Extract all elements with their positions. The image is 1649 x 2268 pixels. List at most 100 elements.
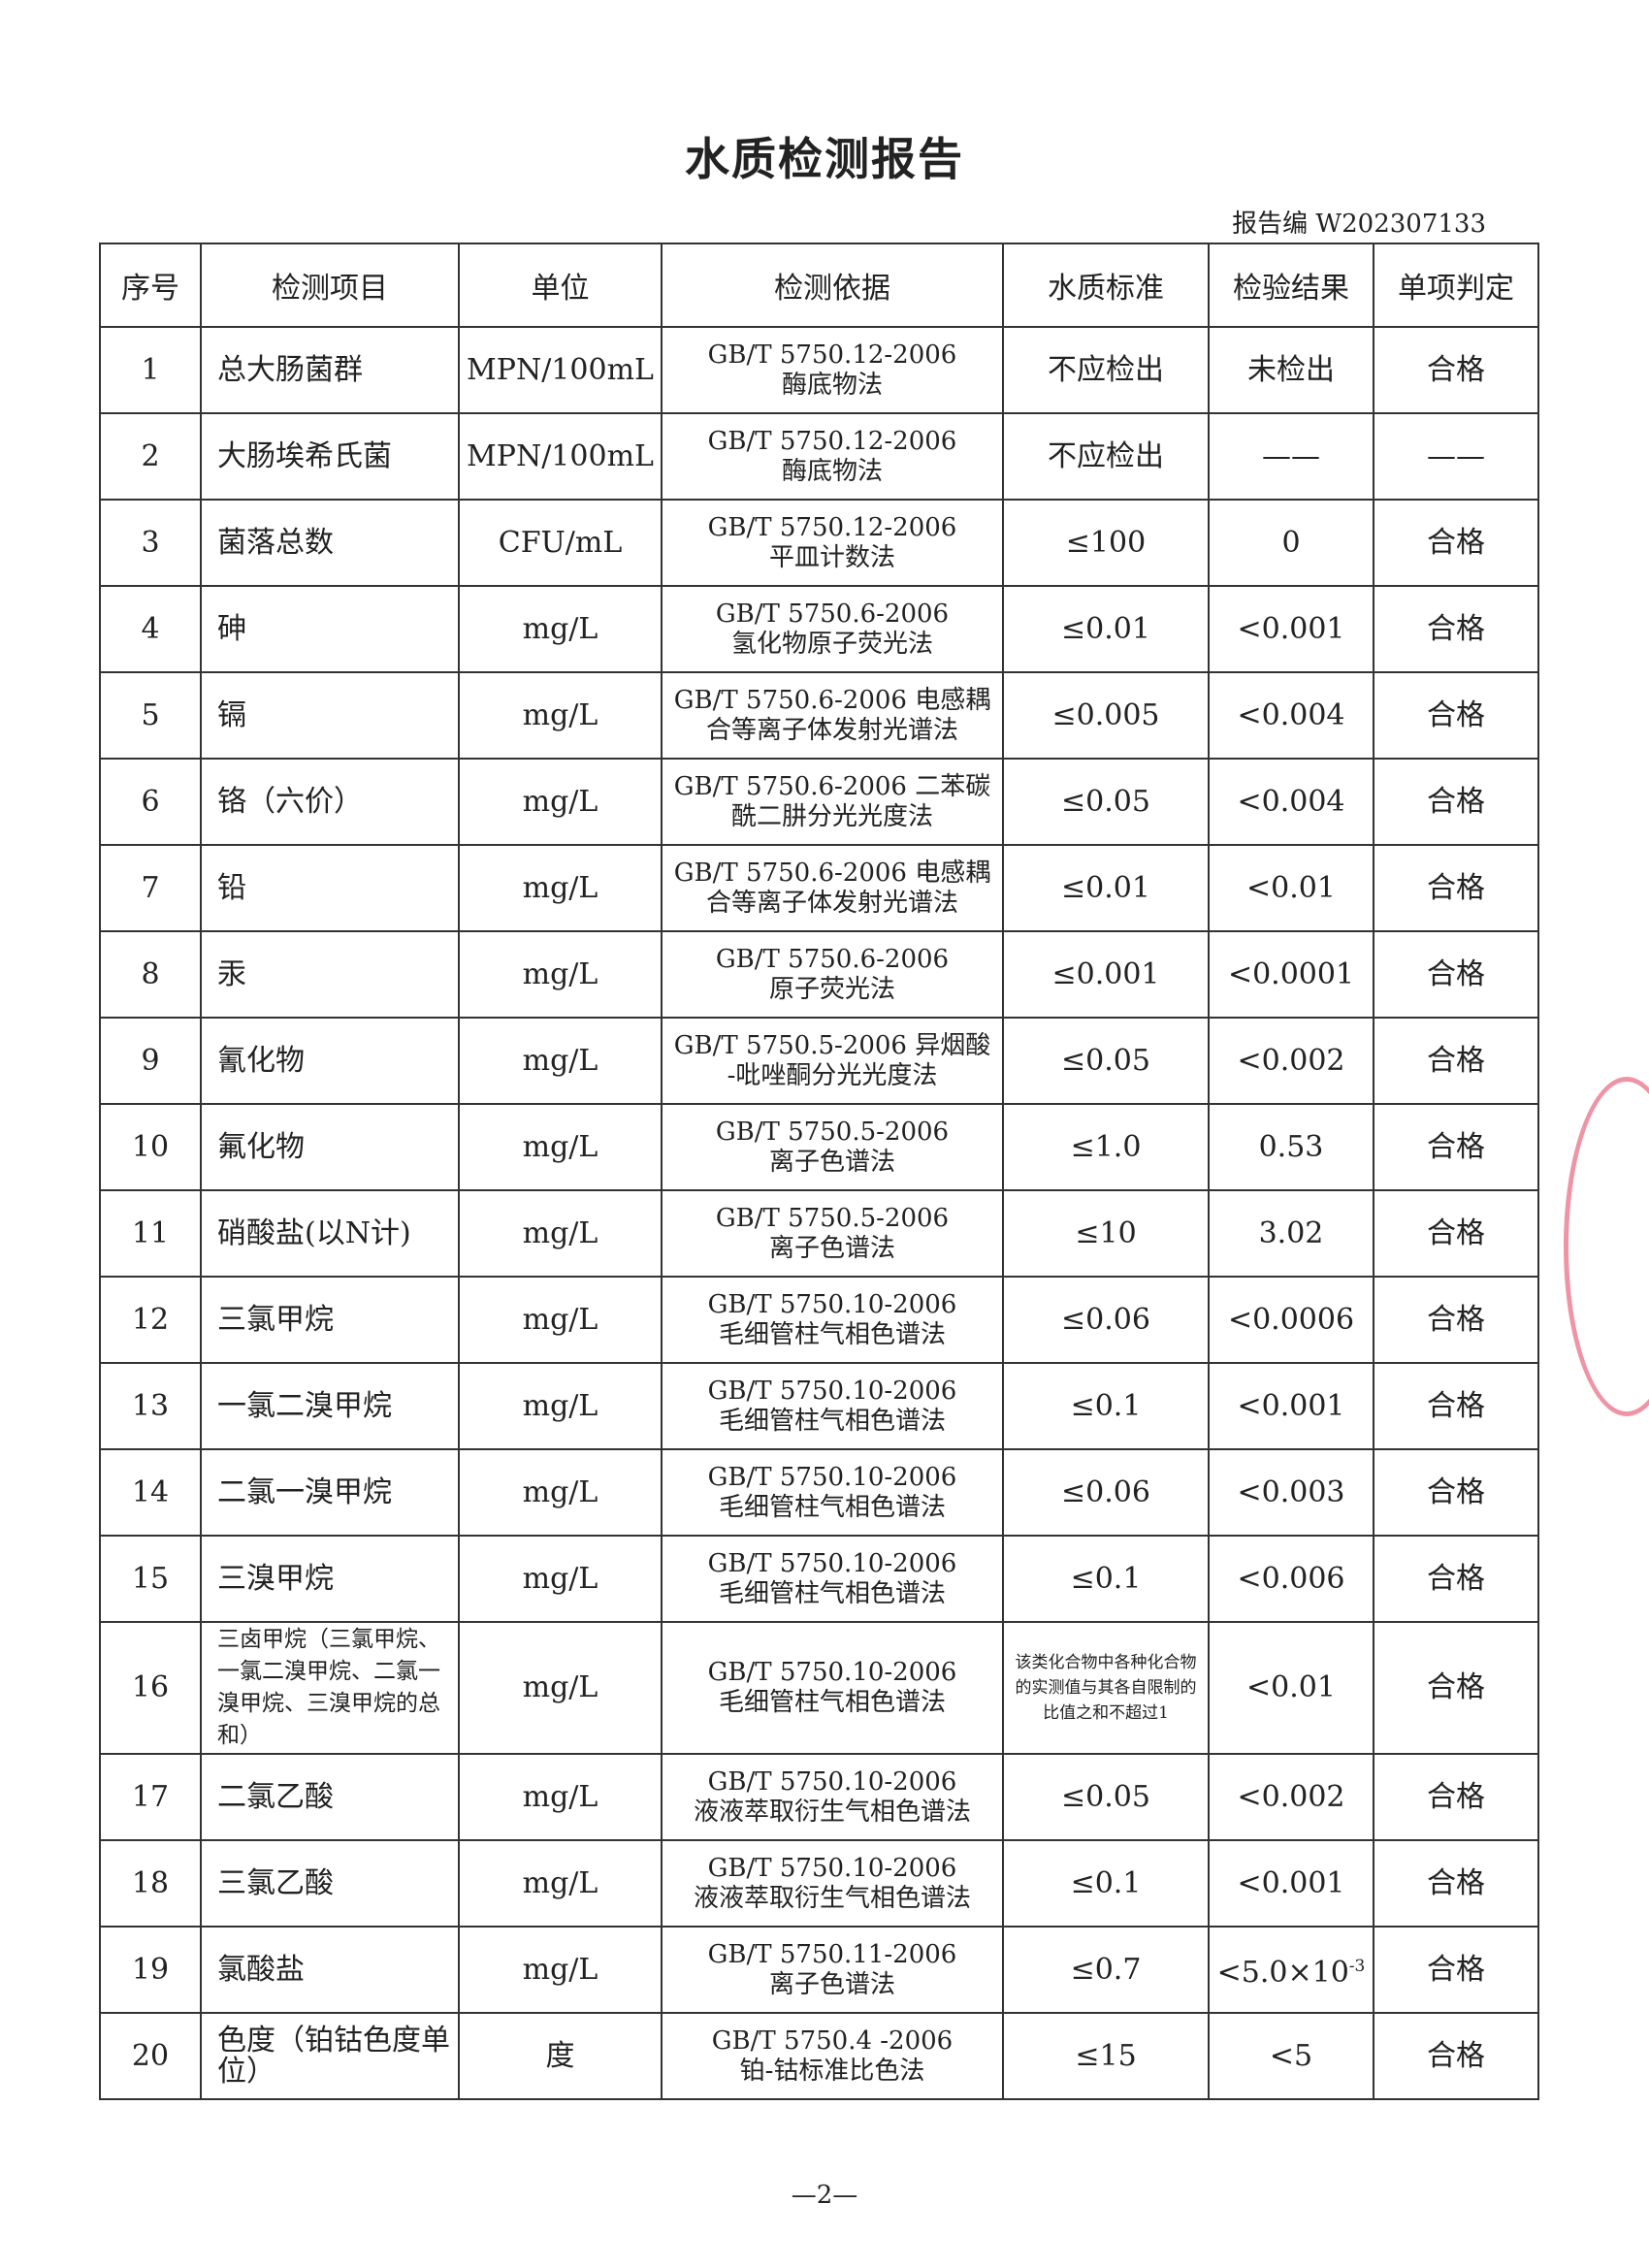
result-value: <0.0001 [1227,956,1355,991]
table-row: 16 三卤甲烷（三氯甲烷、一氯二溴甲烷、二氯一溴甲烷、三溴甲烷的总和） mg/L GB… [99,1621,1539,1755]
basis-standard: GB/T 5750.6-2006 电感耦 [673,858,991,888]
cell-item: 汞 [200,930,460,1019]
cell-item: 镉 [200,671,460,760]
cell-no: 2 [99,412,202,501]
result-value: <0.004 [1237,784,1345,819]
cell-basis: GB/T 5750.6-2006 原子荧光法 [661,930,1004,1019]
basis-method: 原子荧光法 [768,974,895,1004]
cell-result: <0.006 [1208,1535,1374,1623]
table-row: 3 菌落总数 CFU/mL GB/T 5750.12-2006 平皿计数法 ≤100 0 合格 [99,499,1539,587]
result-value: <0.01 [1246,1670,1336,1704]
table-row: 14 二氯一溴甲烷 mg/L GB/T 5750.10-2006 毛细管柱气相色谱法 ≤0… [99,1448,1539,1537]
cell-basis: GB/T 5750.10-2006 毛细管柱气相色谱法 [661,1535,1004,1623]
cell-result: <0.0001 [1208,930,1374,1019]
cell-basis: GB/T 5750.5-2006 离子色谱法 [661,1103,1004,1191]
basis-method: 液液萃取衍生气相色谱法 [693,1797,971,1827]
cell-no: 1 [99,326,202,414]
cell-basis: GB/T 5750.12-2006 平皿计数法 [661,499,1004,587]
cell-item: 氟化物 [200,1103,460,1191]
basis-method: 离子色谱法 [768,1969,895,1999]
table-row: 10 氟化物 mg/L GB/T 5750.5-2006 离子色谱法 ≤1.0 0.53 合格 [99,1103,1539,1191]
cell-judgement: 合格 [1373,326,1539,414]
table-row: 20 色度（铂钴色度单位）度 GB/T 5750.4 -2006 铂-钴标准比色法 ≤1… [99,2012,1539,2100]
cell-unit: mg/L [458,844,663,932]
cell-unit: CFU/mL [458,499,663,587]
basis-standard: GB/T 5750.5-2006 异烟酸 [673,1030,991,1060]
cell-basis: GB/T 5750.6-2006 氢化物原子荧光法 [661,585,1004,673]
header-standard: 水质标准 [1002,243,1210,328]
table-row: 8 汞 mg/L GB/T 5750.6-2006 原子荧光法 ≤0.001 <0.0001… [99,930,1539,1019]
basis-standard: GB/T 5750.4 -2006 [711,2025,954,2056]
cell-item: 大肠埃希氏菌 [200,412,460,501]
table-row: 9 氰化物 mg/L GB/T 5750.5-2006 异烟酸 -吡唑酮分光光度法 ≤0.… [99,1017,1539,1105]
basis-standard: GB/T 5750.6-2006 电感耦 [673,685,991,715]
cell-judgement: 合格 [1373,2012,1539,2100]
result-value: 0 [1281,525,1301,560]
cell-unit: mg/L [458,1189,663,1278]
cell-unit: mg/L [458,1926,663,2014]
results-table: 序号 检测项目 单位 检测依据 水质标准 检验结果 单项判定 1 总大肠菌群 MPN… [99,243,1539,2100]
cell-standard: ≤0.1 [1002,1535,1210,1623]
cell-result: 0.53 [1208,1103,1374,1191]
table-row: 15 三溴甲烷 mg/L GB/T 5750.10-2006 毛细管柱气相色谱法 ≤0.1… [99,1535,1539,1623]
cell-judgement: 合格 [1373,1535,1539,1623]
cell-result: <5.0×10-3 [1208,1926,1374,2014]
cell-result: <0.004 [1208,671,1374,760]
cell-judgement: 合格 [1373,1448,1539,1537]
cell-basis: GB/T 5750.6-2006 电感耦 合等离子体发射光谱法 [661,844,1004,932]
cell-unit: mg/L [458,1839,663,1928]
cell-no: 3 [99,499,202,587]
cell-item: 三卤甲烷（三氯甲烷、一氯二溴甲烷、二氯一溴甲烷、三溴甲烷的总和） [200,1621,460,1755]
basis-method: 毛细管柱气相色谱法 [718,1319,946,1349]
cell-standard: ≤0.06 [1002,1276,1210,1364]
result-value: <5.0×10 [1216,1956,1349,1990]
cell-standard: ≤0.01 [1002,585,1210,673]
cell-basis: GB/T 5750.4 -2006 铂-钴标准比色法 [661,2012,1004,2100]
cell-no: 12 [99,1276,202,1364]
basis-standard: GB/T 5750.10-2006 [707,1766,957,1797]
cell-item: 铅 [200,844,460,932]
table-row: 19 氯酸盐 mg/L GB/T 5750.11-2006 离子色谱法 ≤0.7 <5.0×… [99,1926,1539,2014]
cell-judgement: 合格 [1373,1926,1539,2014]
cell-unit: mg/L [458,1362,663,1450]
cell-standard: ≤0.005 [1002,671,1210,760]
cell-item: 三氯甲烷 [200,1276,460,1364]
cell-basis: GB/T 5750.6-2006 电感耦 合等离子体发射光谱法 [661,671,1004,760]
cell-no: 5 [99,671,202,760]
result-value: <0.002 [1237,1043,1345,1078]
cell-no: 18 [99,1839,202,1928]
cell-judgement: 合格 [1373,1276,1539,1364]
cell-judgement: 合格 [1373,930,1539,1019]
cell-result: <0.001 [1208,585,1374,673]
cell-unit: MPN/100mL [458,412,663,501]
cell-standard: ≤100 [1002,499,1210,587]
cell-result: <0.001 [1208,1362,1374,1450]
result-value: <0.002 [1237,1779,1345,1814]
cell-result: <0.004 [1208,758,1374,846]
cell-result: 3.02 [1208,1189,1374,1278]
basis-standard: GB/T 5750.11-2006 [707,1939,957,1969]
result-value: <0.006 [1237,1561,1345,1596]
cell-standard: ≤10 [1002,1189,1210,1278]
cell-standard: ≤0.06 [1002,1448,1210,1537]
page-title: 水质检测报告 [685,133,964,185]
cell-result: <0.003 [1208,1448,1374,1537]
table-row: 17 二氯乙酸 mg/L GB/T 5750.10-2006 液液萃取衍生气相色谱法 ≤0… [99,1753,1539,1841]
table-row: 11 硝酸盐(以N计) mg/L GB/T 5750.5-2006 离子色谱法 ≤10 3.… [99,1189,1539,1278]
cell-judgement: 合格 [1373,1839,1539,1928]
cell-result: <0.0006 [1208,1276,1374,1364]
cell-judgement: 合格 [1373,1103,1539,1191]
cell-item: 色度（铂钴色度单位） [200,2012,460,2100]
cell-basis: GB/T 5750.5-2006 异烟酸 -吡唑酮分光光度法 [661,1017,1004,1105]
cell-unit: mg/L [458,1448,663,1537]
cell-standard: 不应检出 [1002,326,1210,414]
result-value: <0.01 [1246,870,1336,905]
basis-method: 铂-钴标准比色法 [739,2056,925,2086]
cell-unit: MPN/100mL [458,326,663,414]
result-value: <0.003 [1237,1474,1345,1509]
header-item: 检测项目 [200,243,460,328]
cell-unit: mg/L [458,930,663,1019]
basis-standard: GB/T 5750.12-2006 [707,340,957,370]
cell-no: 10 [99,1103,202,1191]
cell-result: <0.002 [1208,1753,1374,1841]
